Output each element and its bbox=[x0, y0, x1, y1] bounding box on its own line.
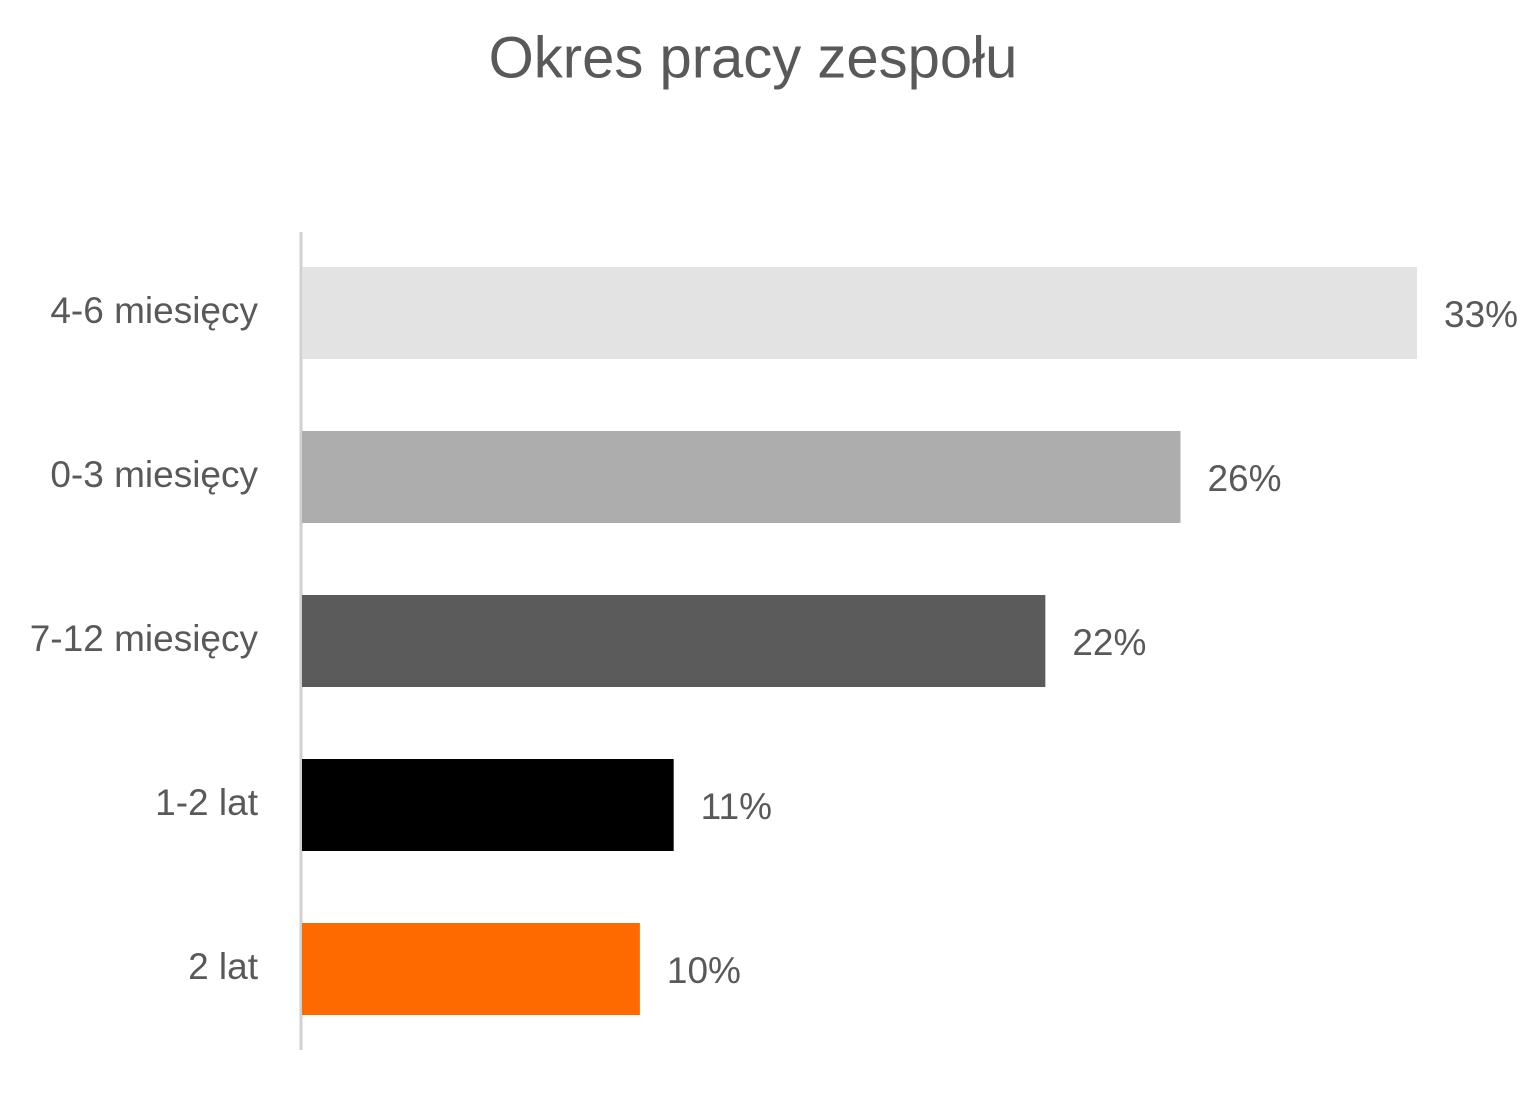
bar bbox=[302, 431, 1181, 523]
value-label: 26% bbox=[1207, 458, 1281, 499]
chart-title: Okres pracy zespołu bbox=[489, 25, 1018, 90]
value-label: 33% bbox=[1444, 294, 1518, 335]
bar bbox=[302, 923, 640, 1015]
value-label: 10% bbox=[667, 950, 741, 991]
value-label: 22% bbox=[1072, 622, 1146, 663]
bar bbox=[302, 267, 1417, 359]
value-label: 11% bbox=[701, 786, 772, 827]
category-label: 1-2 lat bbox=[155, 782, 259, 823]
category-label: 7-12 miesięcy bbox=[30, 618, 259, 659]
bar bbox=[302, 595, 1046, 687]
category-label: 0-3 miesięcy bbox=[50, 454, 258, 495]
category-label: 4-6 miesięcy bbox=[50, 290, 258, 331]
bar bbox=[302, 759, 674, 851]
category-label: 2 lat bbox=[188, 946, 259, 987]
